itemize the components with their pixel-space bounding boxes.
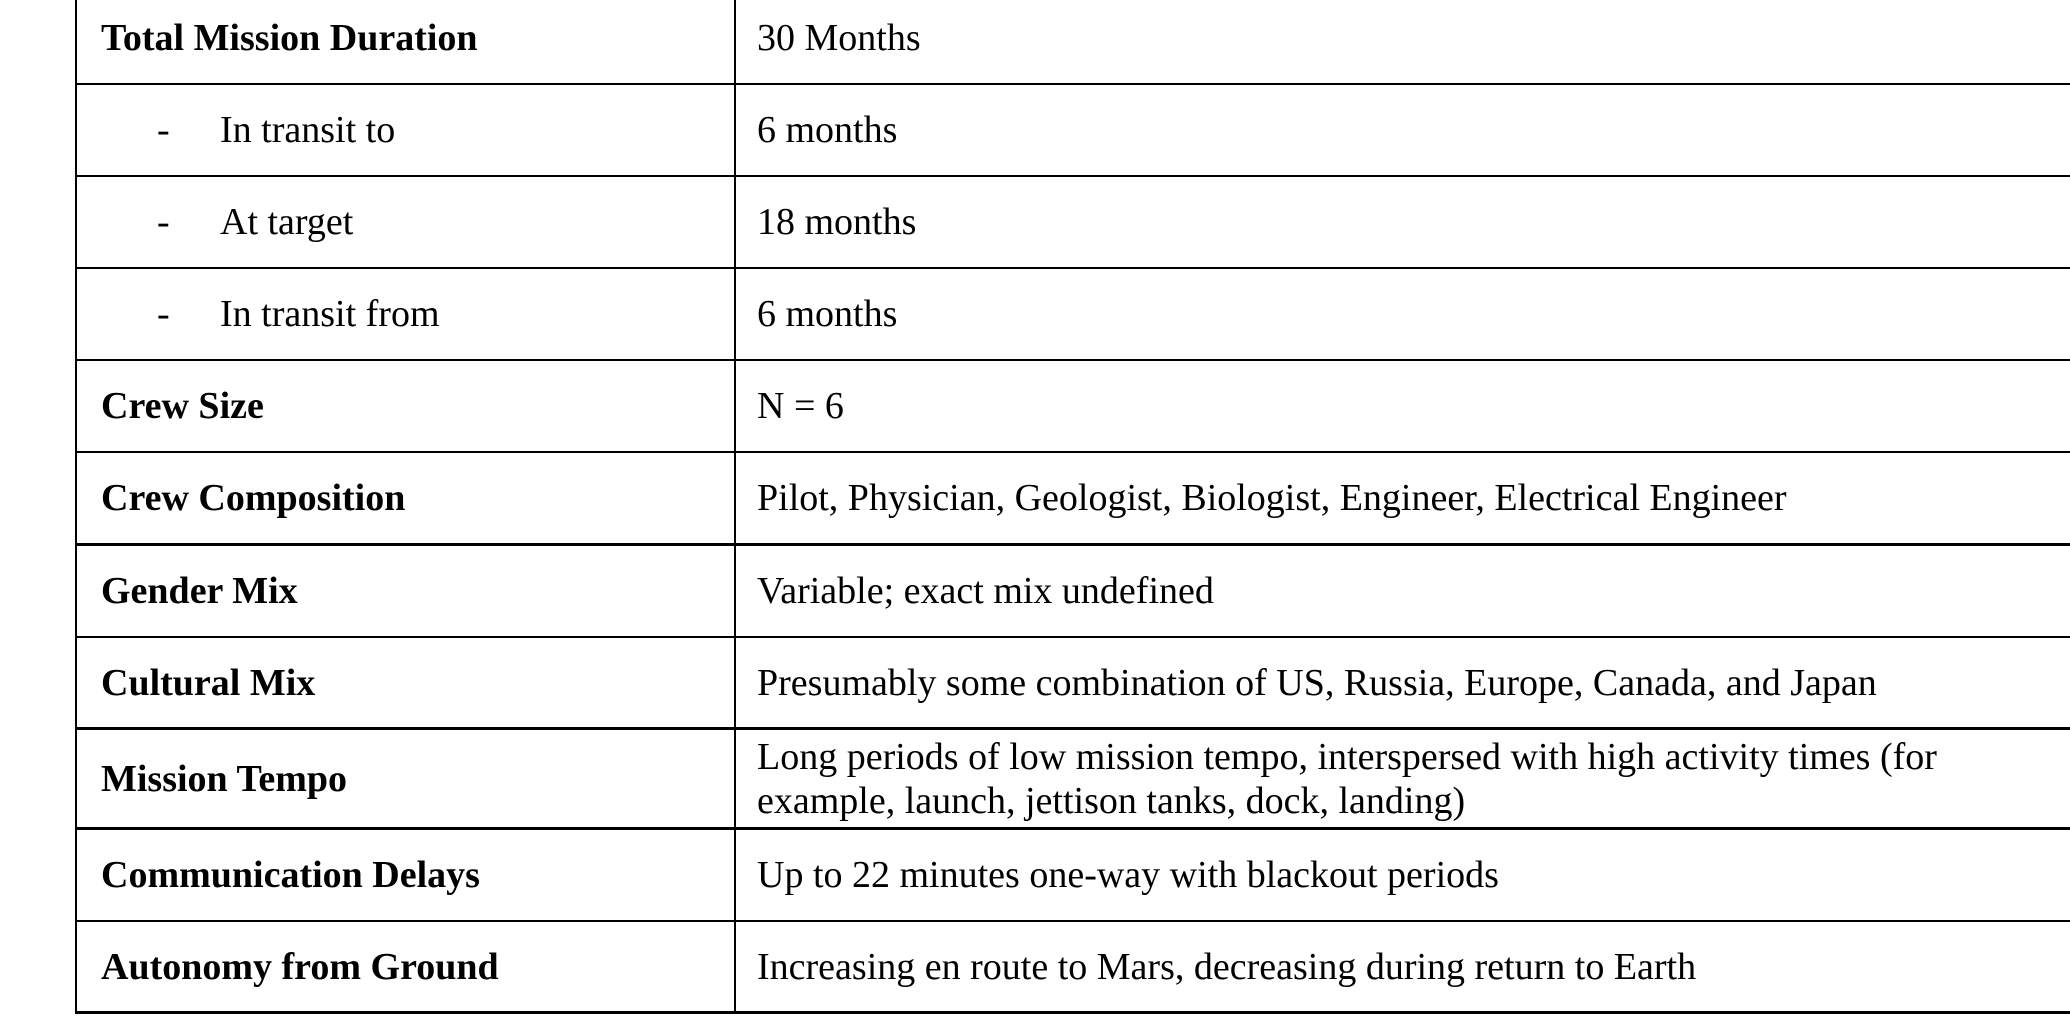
row-value: Up to 22 minutes one-way with blackout p…: [757, 854, 1499, 896]
mission-parameters-table: Total Mission Duration 30 Months - In tra…: [75, 0, 2070, 1014]
row-value: 30 Months: [757, 16, 921, 59]
bullet-dash: -: [157, 201, 170, 243]
table-row: Communication Delays Up to 22 minutes on…: [77, 830, 2070, 922]
row-value: 6 months: [757, 109, 898, 151]
table-row: - In transit from 6 months: [77, 269, 2070, 361]
row-label: Cultural Mix: [77, 638, 736, 727]
table-row: Crew Size N = 6: [77, 361, 2070, 453]
row-value: Long periods of low mission tempo, inter…: [757, 735, 1937, 822]
row-label: Autonomy from Ground: [77, 922, 736, 1011]
row-label: Crew Composition: [77, 453, 736, 543]
row-value: N = 6: [757, 385, 844, 427]
table-row: Autonomy from Ground Increasing en route…: [77, 922, 2070, 1014]
row-value: 18 months: [757, 201, 917, 243]
table-row: Mission Tempo Long periods of low missio…: [77, 730, 2070, 830]
row-label: - In transit from: [77, 269, 736, 359]
row-value: Presumably some combination of US, Russi…: [757, 661, 1877, 704]
table-row: Crew Composition Pilot, Physician, Geolo…: [77, 453, 2070, 546]
row-label-text: At target: [220, 201, 354, 243]
bullet-dash: -: [157, 293, 170, 335]
row-label: Crew Size: [77, 361, 736, 451]
row-value: Increasing en route to Mars, decreasing …: [757, 945, 1697, 988]
row-label: Communication Delays: [77, 830, 736, 920]
row-label: Mission Tempo: [77, 730, 736, 827]
row-label: Gender Mix: [77, 546, 736, 636]
row-value: 6 months: [757, 293, 898, 335]
bullet-dash: -: [157, 109, 170, 151]
row-value: Variable; exact mix undefined: [757, 570, 1214, 612]
row-label: Total Mission Duration: [77, 0, 736, 83]
row-label: - In transit to: [77, 85, 736, 175]
row-value: Pilot, Physician, Geologist, Biologist, …: [757, 477, 1787, 519]
table-row: - In transit to 6 months: [77, 85, 2070, 177]
row-label-text: In transit to: [220, 109, 396, 151]
row-label-text: In transit from: [220, 293, 440, 335]
row-label: - At target: [77, 177, 736, 267]
table-row: Cultural Mix Presumably some combination…: [77, 638, 2070, 730]
table-row: - At target 18 months: [77, 177, 2070, 269]
table-row: Gender Mix Variable; exact mix undefined: [77, 546, 2070, 638]
table-row: Total Mission Duration 30 Months: [77, 0, 2070, 85]
